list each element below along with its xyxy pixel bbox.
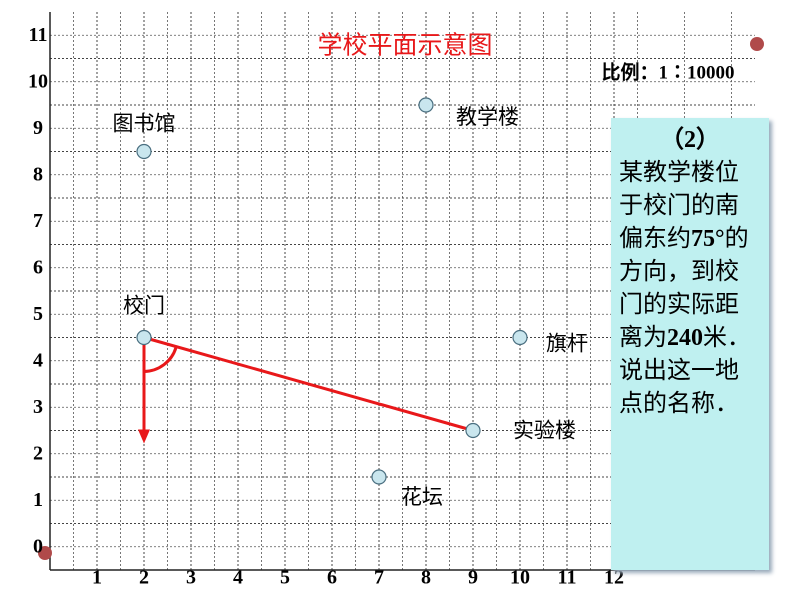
south-arrow-head [138, 429, 150, 444]
x-tick-label: 7 [374, 567, 384, 589]
point-label: 旗杆 [546, 331, 588, 355]
point [512, 329, 528, 346]
decoration-dot [38, 546, 52, 560]
x-tick-label: 12 [604, 567, 624, 589]
x-tick-label: 5 [280, 567, 290, 589]
point [418, 97, 434, 113]
y-tick-label: 1 [33, 489, 43, 511]
y-tick-label: 4 [33, 350, 43, 372]
point [371, 469, 387, 485]
point-label: 校门 [123, 293, 165, 317]
point [136, 329, 152, 346]
connector-line [143, 336, 474, 432]
y-tick-label: 11 [29, 24, 48, 46]
angle-arc [143, 346, 178, 373]
question-segment: 某教学楼位于校门的南偏东约 [619, 160, 739, 252]
x-tick-label: 1 [92, 567, 102, 589]
question-number: （2） [660, 127, 720, 153]
scale-note: 比例：1∶10000 [601, 60, 734, 83]
y-tick-label: 0 [33, 536, 43, 558]
question-box: （2） 某教学楼位于校门的南偏东约75°的方向，到校门的实际距离为240米．说出… [611, 118, 769, 570]
x-tick-label: 2 [139, 567, 149, 589]
point [465, 422, 481, 439]
y-tick-label: 7 [33, 210, 43, 232]
y-tick-label: 8 [33, 164, 43, 186]
y-tick-label: 6 [33, 257, 43, 279]
point-label: 实验楼 [513, 418, 576, 442]
question-segment: 240 [667, 325, 703, 351]
point-label: 教学楼 [456, 105, 519, 129]
question-segment: 的方向，到校门的实际距离为 [619, 226, 749, 351]
chart-title: 学校平面示意图 [317, 32, 492, 60]
question-text: 某教学楼位于校门的南偏东约75°的方向，到校门的实际距离为240米．说出这一地点… [619, 157, 761, 421]
x-tick-label: 11 [558, 567, 577, 589]
y-tick-label: 2 [33, 443, 43, 465]
point-label: 图书馆 [113, 111, 176, 135]
x-tick-label: 10 [510, 567, 530, 589]
point [136, 143, 152, 160]
question-segment: 75° [691, 226, 725, 252]
x-tick-label: 4 [233, 567, 243, 589]
y-tick-label: 9 [33, 117, 43, 139]
x-tick-label: 8 [421, 567, 431, 589]
y-tick-label: 10 [28, 71, 48, 93]
x-tick-label: 9 [468, 567, 478, 589]
decoration-dot [750, 37, 764, 51]
point-label: 花坛 [401, 485, 443, 509]
y-tick-label: 3 [33, 396, 43, 418]
y-tick-label: 5 [33, 303, 43, 325]
x-tick-label: 6 [327, 567, 337, 589]
x-tick-label: 3 [186, 567, 196, 589]
question-segment: 米．说出这一地点的名称． [619, 325, 751, 417]
